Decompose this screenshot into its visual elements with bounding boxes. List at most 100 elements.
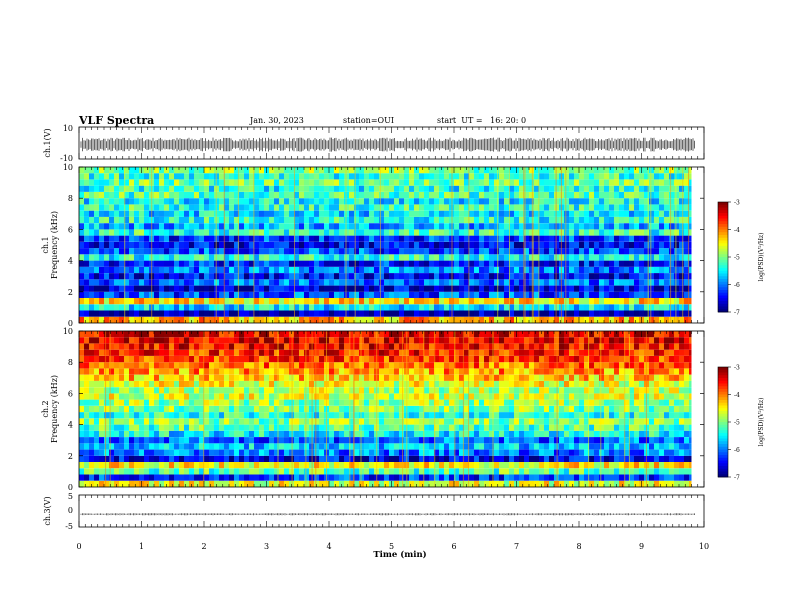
- spectrogram-cell: [459, 310, 464, 317]
- spectrogram-cell: [319, 185, 324, 192]
- spectrogram-cell: [514, 173, 519, 180]
- spectrogram-cell: [339, 449, 344, 456]
- spectrogram-cell: [169, 393, 174, 400]
- spectrogram-cell: [539, 449, 544, 456]
- spectrogram-cell: [669, 405, 674, 413]
- spectrogram-cell: [464, 248, 469, 255]
- spectrogram-cell: [649, 185, 654, 192]
- spectrogram-cell: [259, 223, 264, 230]
- spectrogram-cell: [629, 298, 634, 305]
- spectrogram-cell: [454, 424, 459, 431]
- spectrogram-cell: [444, 291, 449, 298]
- spectrogram-cell: [144, 285, 149, 292]
- spectrogram-cell: [89, 316, 94, 323]
- spectrogram-cell: [474, 310, 479, 317]
- spectrogram-cell: [434, 424, 439, 431]
- spectrogram-cell: [309, 430, 314, 437]
- spectrogram-cell: [474, 185, 479, 192]
- spectrogram-cell: [164, 260, 169, 267]
- spectrogram-cell: [144, 198, 149, 205]
- spectrogram-cell: [594, 424, 599, 431]
- spectrogram-cell: [89, 260, 94, 267]
- spectrogram-cell: [199, 310, 204, 317]
- spectrogram-cell: [624, 430, 629, 437]
- spectrogram-cell: [274, 424, 279, 431]
- spectrogram-cell: [204, 291, 209, 298]
- spectrogram-cell: [329, 437, 334, 444]
- spectrogram-cell: [489, 480, 494, 487]
- spectrogram-cell: [229, 223, 234, 230]
- spectrogram-cell: [454, 316, 459, 323]
- spectrogram-cell: [539, 480, 544, 487]
- spectrogram-cell: [619, 304, 624, 311]
- spectrogram-cell: [299, 462, 304, 469]
- spectrogram-cell: [259, 462, 264, 469]
- spectrogram-cell: [254, 260, 259, 267]
- spectrogram-cell: [679, 316, 684, 323]
- spectrogram-cell: [324, 248, 329, 255]
- spectrogram-cell: [144, 462, 149, 469]
- spectrogram-cell: [669, 167, 674, 174]
- spectrogram-cell: [649, 316, 654, 323]
- spectrogram-cell: [264, 304, 269, 311]
- spectrogram-cell: [174, 455, 179, 462]
- spectrogram-cell: [199, 167, 204, 174]
- spectrogram-cell: [244, 235, 249, 242]
- spectrogram-cell: [539, 223, 544, 230]
- spectrogram-cell: [554, 474, 559, 481]
- spectrogram-cell: [429, 192, 434, 199]
- spectrogram-cell: [249, 437, 254, 444]
- spectrogram-cell: [494, 198, 499, 205]
- spectrogram-cell: [259, 198, 264, 205]
- spectrogram-cell: [394, 185, 399, 192]
- spectrogram-cell: [669, 192, 674, 199]
- spectrogram-cell: [89, 298, 94, 305]
- spectrogram-cell: [159, 198, 164, 205]
- spectrogram-cell: [309, 198, 314, 205]
- spectrogram-cell: [319, 241, 324, 249]
- spectrogram-cell: [164, 310, 169, 317]
- spectrogram-cell: [649, 468, 654, 475]
- spectrogram-cell: [614, 310, 619, 317]
- spectrogram-cell: [499, 235, 504, 242]
- spectrogram-cell: [159, 316, 164, 323]
- spectrogram-cell: [279, 266, 284, 273]
- spectrogram-cell: [419, 462, 424, 469]
- spectrogram-cell: [354, 285, 359, 292]
- spectrogram-cell: [469, 179, 474, 186]
- spectrogram-cell: [494, 260, 499, 267]
- spectrogram-cell: [89, 254, 94, 261]
- spectrogram-cell: [649, 462, 654, 469]
- spectrogram-cell: [294, 198, 299, 205]
- spectrogram-cell: [444, 474, 449, 481]
- spectrogram-cell: [284, 241, 289, 249]
- spectrogram-cell: [179, 449, 184, 456]
- spectrogram-cell: [224, 279, 229, 286]
- spectrogram-cell: [424, 279, 429, 286]
- spectrogram-cell: [569, 443, 574, 450]
- spectrogram-cell: [629, 185, 634, 192]
- spectrogram-cell: [114, 254, 119, 261]
- spectrogram-cell: [424, 229, 429, 236]
- spectrogram-cell: [519, 291, 524, 298]
- spectrogram-cell: [474, 248, 479, 255]
- spectrogram-cell: [149, 449, 154, 456]
- spectrogram-cell: [539, 235, 544, 242]
- spectrogram-cell: [654, 248, 659, 255]
- spectrogram-cell: [339, 474, 344, 481]
- spectrogram-cell: [464, 266, 469, 273]
- spectrogram-cell: [169, 279, 174, 286]
- spectrogram-cell: [184, 405, 189, 413]
- spectrogram-cell: [179, 443, 184, 450]
- spectrogram-cell: [279, 443, 284, 450]
- spectrogram-cell: [609, 216, 614, 224]
- spectrogram-cell: [194, 266, 199, 273]
- spectrogram-cell: [284, 455, 289, 462]
- spectrogram-cell: [684, 210, 689, 217]
- spectrogram-cell: [669, 266, 674, 273]
- spectrogram-cell: [494, 266, 499, 273]
- spectrogram-cell: [204, 405, 209, 413]
- spectrogram-cell: [324, 173, 329, 180]
- spectrogram-cell: [594, 291, 599, 298]
- spectrogram-cell: [129, 399, 134, 406]
